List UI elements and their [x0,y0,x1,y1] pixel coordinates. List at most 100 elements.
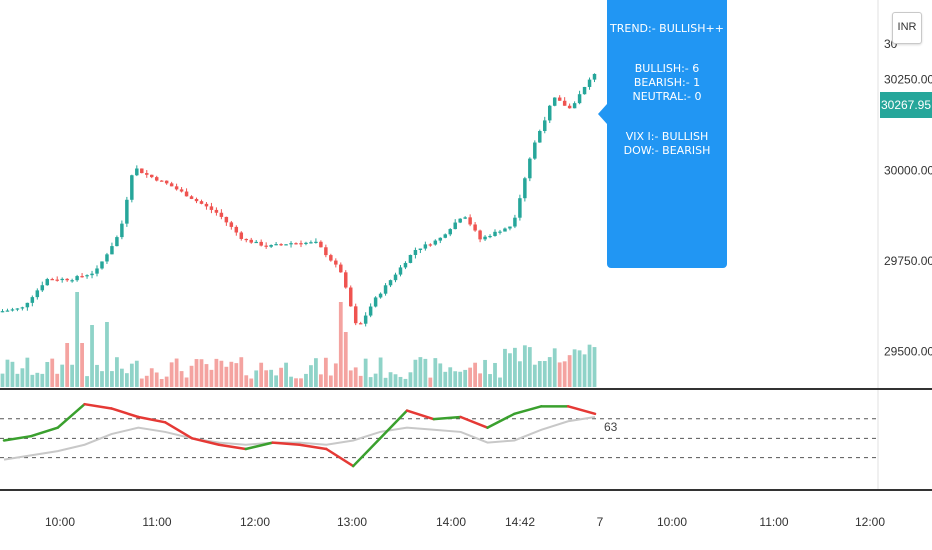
volume-bar [119,368,124,387]
volume-bar [448,367,453,387]
candle-body [115,237,119,247]
volume-bar [358,375,363,387]
candle-body [463,217,467,219]
volume-bar [244,375,249,387]
candle-body [279,244,283,246]
candle-body [244,238,249,241]
candle-body [294,243,298,245]
time-tick-label: 10:00 [657,515,687,529]
volume-bar [398,376,403,387]
volume-bar [338,302,343,387]
candle-body [388,280,393,286]
candle-body [85,275,89,277]
volume-bar [224,366,229,387]
rsi-line-segment [29,426,59,438]
candle-body [199,201,204,204]
candle-body [259,241,263,246]
neutral-count: NEUTRAL:- 0 [632,90,702,103]
volume-bar [30,374,35,387]
candle-body [543,120,547,131]
candle-body [194,198,199,202]
candle-body [587,79,592,87]
candle-body [393,274,398,281]
rsi-line-segment [405,409,436,421]
candle-body [140,168,144,174]
time-tick-label: 13:00 [337,515,367,529]
rsi-line-segment [271,441,301,446]
candle-body [0,311,5,313]
candle-body [65,278,69,281]
volume-bar [55,373,60,387]
volume-bar [403,378,408,387]
volume-bar [110,371,114,387]
volume-bar [577,350,582,387]
volume-bar [179,371,184,387]
volume-bar [194,359,199,387]
candle-body [324,247,328,256]
volume-bar [428,377,433,387]
volume-bar [15,373,20,387]
time-tick-label: 14:42 [505,515,535,529]
candle-body [483,236,487,240]
volume-bar [169,362,174,387]
candle-body [547,105,552,121]
candle-body [413,249,418,255]
volume-bar [115,357,119,387]
volume-bar [582,354,587,387]
trend-label: TREND:- BULLISH++ [610,22,724,35]
time-tick-label: 12:00 [240,515,270,529]
rsi-line-segment [110,407,140,419]
volume-bar [393,374,398,387]
candle-body [453,222,457,230]
rsi-line-segment [566,405,597,416]
volume-bar [527,347,532,387]
candle-body [95,268,99,274]
candle-body [135,168,139,176]
volume-bar [65,343,70,387]
volume-bar [408,372,413,387]
volume-bar [508,353,512,387]
volume-bar [10,361,15,387]
candle-body [304,242,308,244]
rsi-line-segment [325,447,355,468]
candle-body [179,189,184,192]
candle-body [363,315,368,324]
candlestick-series [0,73,597,327]
volume-bar [85,376,89,387]
rsi-line-segment [351,437,382,468]
volume-bar [214,358,219,387]
candle-body [448,229,452,235]
volume-bar [50,358,55,387]
rsi-line-segment [190,437,221,446]
volume-bar [314,358,318,387]
candle-body [289,243,293,245]
volume-bar [279,367,283,387]
candle-body [493,231,497,236]
volume-bar [60,364,65,387]
volume-bar [284,362,288,387]
candle-body [518,198,522,218]
candle-body [344,272,348,288]
volume-bar [418,357,423,387]
candle-body [368,306,373,316]
candle-body [145,173,149,175]
currency-button[interactable]: INR [892,12,922,44]
bullish-count: BULLISH:- 6 [634,62,700,75]
volume-bar [587,344,592,387]
volume-bar [204,364,209,387]
price-tick-label: 29500.00 [884,345,932,359]
candle-body [473,224,477,231]
volume-bar [373,373,378,387]
time-axis[interactable]: 10:00 11:00 12:00 13:00 14:00 14:42 7 10:00 11:0… [45,515,885,529]
candle-body [373,297,378,307]
candle-body [224,216,229,223]
candle-body [348,287,353,307]
candle-body [15,308,20,310]
candle-body [329,255,333,261]
volume-bar [304,373,308,387]
candle-body [468,217,472,225]
rsi-line-segment [513,405,543,416]
volume-bar [90,325,94,387]
